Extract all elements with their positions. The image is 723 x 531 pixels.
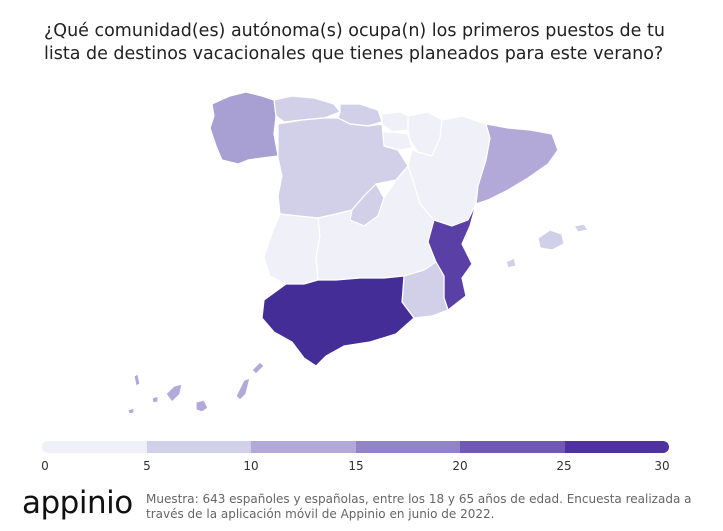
region-baleares-ibiza[interactable]	[505, 257, 517, 269]
legend-tick-label: 0	[41, 459, 49, 473]
region-canarias-fuerteventura[interactable]	[235, 377, 251, 401]
legend-tick-label: 20	[452, 459, 468, 473]
legend-tick-label: 30	[654, 459, 670, 473]
legend-tick-label: 10	[243, 459, 259, 473]
spain-choropleth-map	[127, 91, 589, 415]
legend-segment-0-5	[42, 441, 147, 453]
legend-segment-15-20	[355, 441, 460, 453]
region-galicia[interactable]	[209, 91, 279, 165]
region-canarias-lanzarote[interactable]	[251, 361, 265, 375]
legend-segment-5-10	[146, 441, 251, 453]
legend-tick-label: 15	[348, 459, 364, 473]
logo-text: appinio	[22, 485, 133, 521]
region-canarias-gran-canaria[interactable]	[195, 399, 209, 413]
region-asturias[interactable]	[273, 95, 341, 123]
region-canarias-tenerife[interactable]	[165, 383, 183, 403]
region-extremadura[interactable]	[263, 213, 321, 285]
region-cataluna[interactable]	[475, 123, 559, 205]
region-canarias-la-palma[interactable]	[133, 373, 141, 387]
appinio-logo: appinio	[22, 486, 133, 526]
color-scale-bar	[42, 441, 669, 453]
region-baleares-menorca[interactable]	[573, 223, 589, 233]
legend-segment-25-30	[564, 441, 669, 453]
legend-tick-label: 5	[143, 459, 151, 473]
color-scale-legend	[42, 441, 669, 453]
region-andalucia[interactable]	[261, 275, 415, 367]
legend-segment-10-15	[251, 441, 356, 453]
region-canarias-el-hierro[interactable]	[127, 407, 135, 415]
region-canarias-la-gomera[interactable]	[151, 395, 159, 404]
legend-segment-20-25	[460, 441, 565, 453]
chart-title: ¿Qué comunidad(es) autónoma(s) ocupa(n) …	[44, 21, 665, 64]
legend-tick-label: 25	[556, 459, 572, 473]
region-castilla-y-leon[interactable]	[277, 117, 409, 219]
sample-footnote: Muestra: 643 españoles y españolas, entr…	[146, 492, 692, 521]
region-baleares-mallorca[interactable]	[537, 229, 565, 251]
